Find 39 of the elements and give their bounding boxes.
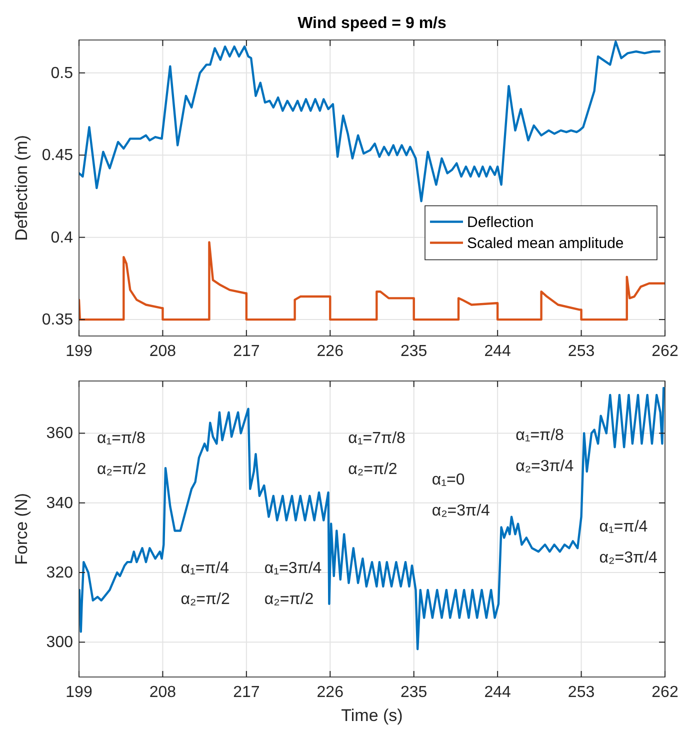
- y-tick-label: 0.5: [50, 64, 74, 82]
- legend-label: Deflection: [467, 214, 534, 231]
- y-axis-title: Force (N): [12, 493, 31, 565]
- x-tick-label: 208: [149, 684, 176, 701]
- x-tick-label: 199: [66, 684, 92, 701]
- x-tick-label: 226: [316, 343, 344, 360]
- x-tick-label: 262: [652, 684, 678, 701]
- annotation: α₁=3π/4 α₂=π/2: [264, 560, 322, 608]
- y-tick-label: 320: [46, 564, 74, 582]
- x-tick-label: 217: [233, 684, 260, 701]
- x-tick-label: 262: [652, 343, 678, 360]
- x-tick-label: 253: [568, 343, 595, 360]
- y-tick-label: 0.4: [50, 229, 74, 246]
- x-tick-label: 217: [233, 343, 260, 360]
- x-tick-label: 253: [568, 684, 595, 701]
- annotation: α₁=π/8 α₂=3π/4: [516, 426, 574, 475]
- x-tick-label: 199: [66, 343, 92, 360]
- y-tick-label: 340: [46, 494, 74, 512]
- y-tick-label: 0.45: [42, 147, 74, 164]
- line-series: [79, 40, 661, 202]
- annotation: α₁=0 α₂=3π/4: [432, 471, 490, 520]
- annotation: α₁=π/4 α₂=π/2: [180, 560, 230, 608]
- annotation: α₁=π/4 α₂=3π/4: [599, 518, 658, 567]
- x-tick-label: 235: [400, 684, 428, 701]
- x-tick-label: 226: [316, 684, 344, 701]
- chart-title: Wind speed = 9 m/s: [298, 15, 446, 32]
- x-tick-label: 208: [149, 343, 176, 360]
- y-axis-title: Deflection (m): [12, 135, 31, 241]
- x-tick-label: 235: [400, 343, 428, 360]
- annotation: α₁=π/8 α₂=π/2: [97, 430, 146, 478]
- y-tick-label: 300: [46, 634, 74, 652]
- x-axis-title: Time (s): [341, 706, 403, 725]
- y-tick-label: 360: [46, 425, 74, 442]
- x-tick-label: 244: [484, 343, 512, 360]
- line-series: [79, 386, 665, 650]
- legend-label: Scaled mean amplitude: [467, 234, 624, 252]
- y-tick-label: 0.35: [42, 312, 74, 329]
- x-tick-label: 244: [484, 684, 512, 701]
- annotation: α₁=7π/8 α₂=π/2: [348, 430, 406, 478]
